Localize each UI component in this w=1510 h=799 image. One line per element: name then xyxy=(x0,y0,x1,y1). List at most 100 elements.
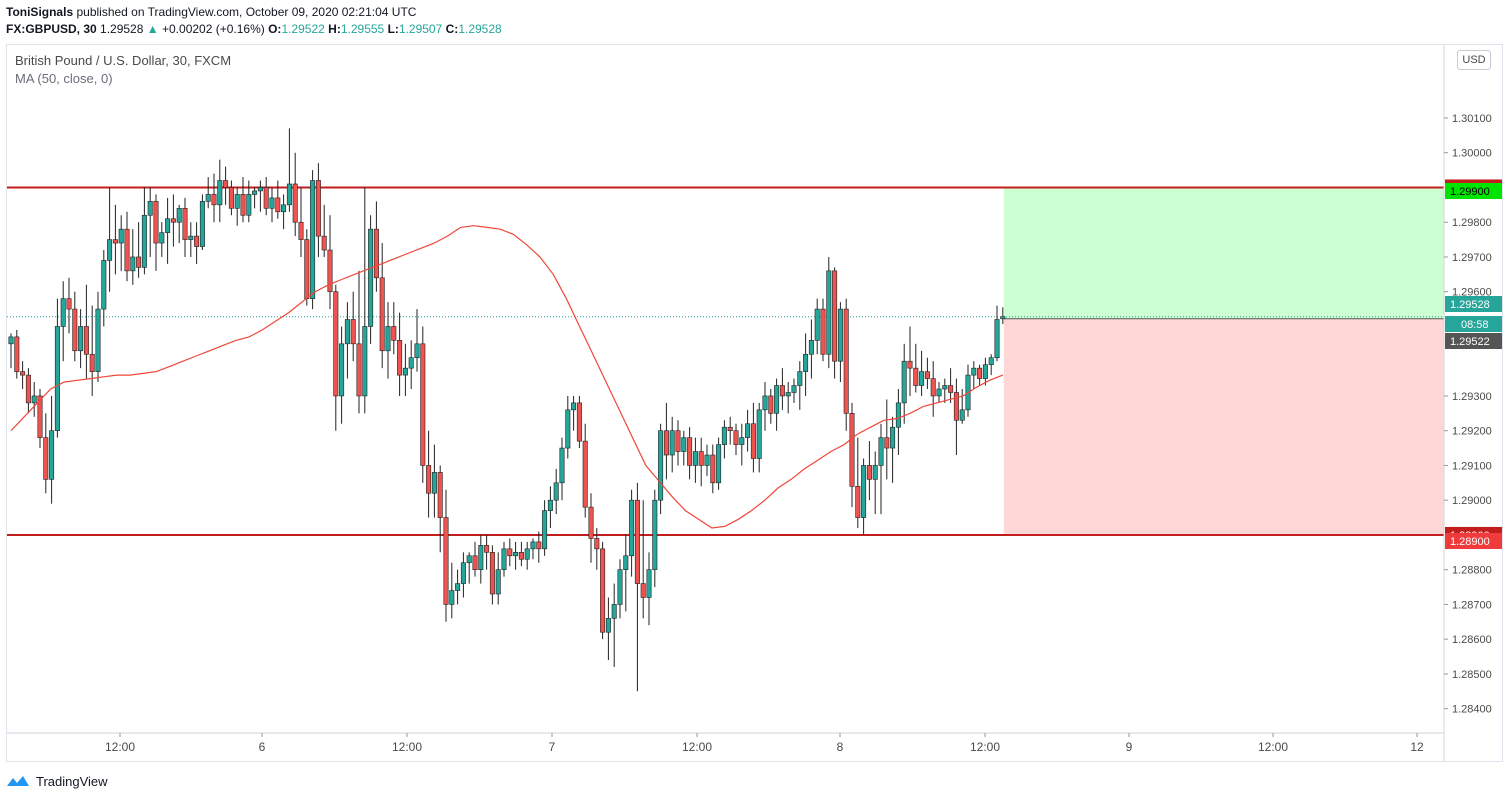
candle-body xyxy=(611,604,617,619)
candle xyxy=(652,489,658,588)
instrument-legend: British Pound / U.S. Dollar, 30, FXCM xyxy=(15,53,232,68)
candle xyxy=(547,486,553,528)
candle xyxy=(89,305,95,396)
candle xyxy=(234,187,240,226)
candle-body xyxy=(147,201,153,216)
candle-body xyxy=(286,183,292,206)
candle-body xyxy=(571,402,577,411)
candle-body xyxy=(750,423,756,459)
candle xyxy=(263,177,269,216)
author-name[interactable]: ToniSignals xyxy=(6,5,74,19)
published-text: published on TradingView.com, October 09… xyxy=(76,5,417,19)
candle-body xyxy=(14,336,20,372)
candle-body xyxy=(779,385,785,397)
candle-body xyxy=(617,569,623,605)
candle-body xyxy=(188,235,194,240)
candle-body xyxy=(547,499,553,511)
candle xyxy=(988,354,994,376)
candle-body xyxy=(66,298,72,310)
candle xyxy=(582,423,588,518)
candle-body xyxy=(107,239,113,261)
candle xyxy=(750,402,756,473)
candle xyxy=(118,215,124,271)
candle-body xyxy=(988,357,994,365)
candle xyxy=(594,527,600,570)
candle xyxy=(159,222,165,257)
candle xyxy=(808,319,814,379)
candle xyxy=(437,465,443,553)
candle-body xyxy=(797,371,803,386)
candle-body xyxy=(727,426,733,431)
candle-body xyxy=(199,201,205,247)
candle xyxy=(194,222,200,264)
candle-body xyxy=(971,367,977,376)
candle xyxy=(83,284,89,379)
target-zone xyxy=(1003,187,1444,319)
countdown-price-label: 08:58 xyxy=(1461,319,1489,331)
candle xyxy=(368,215,374,344)
candle-body xyxy=(234,194,240,209)
footer-brand[interactable]: TradingView xyxy=(36,773,108,789)
candle-body xyxy=(565,409,571,449)
tradingview-logo-icon[interactable] xyxy=(6,774,30,788)
candle-body xyxy=(884,437,890,449)
candle-body xyxy=(826,270,832,355)
candle xyxy=(443,489,449,622)
candle xyxy=(994,305,1000,362)
candle xyxy=(948,368,954,403)
candle xyxy=(982,357,988,386)
candle-body xyxy=(930,378,936,397)
price-tick-label: 1.28500 xyxy=(1452,669,1492,681)
candle-body xyxy=(623,555,629,570)
candle-body xyxy=(1000,316,1006,320)
candle-body xyxy=(901,360,907,404)
candle-body xyxy=(252,190,258,195)
low-value: 1.29507 xyxy=(398,22,443,36)
candle xyxy=(895,389,901,456)
candle-body xyxy=(582,440,588,508)
candle xyxy=(710,444,716,494)
open-price-label-bg xyxy=(1445,333,1503,349)
candle xyxy=(704,444,710,476)
candle xyxy=(385,302,391,379)
candle-body xyxy=(913,367,919,386)
high-label: H: xyxy=(328,22,341,36)
price-axis: 1.28400 1.28500 1.28600 1.28700 1.28800 1.290… xyxy=(1443,45,1492,762)
candle-body xyxy=(257,187,263,192)
candle-body xyxy=(379,277,385,352)
candle xyxy=(959,389,965,424)
candle-body xyxy=(559,447,565,484)
candle xyxy=(530,538,536,560)
candle xyxy=(907,326,913,396)
candle xyxy=(252,187,258,209)
candle xyxy=(391,302,397,355)
candle-body xyxy=(153,201,159,244)
candle-body xyxy=(327,249,333,293)
candle-body xyxy=(774,385,780,414)
candle-body xyxy=(356,343,362,397)
candle-body xyxy=(228,187,234,209)
currency-button[interactable]: USD xyxy=(1457,50,1491,70)
candle-body xyxy=(368,228,374,327)
candle-body xyxy=(832,270,838,362)
candle xyxy=(449,562,455,619)
candle xyxy=(321,204,327,257)
candle xyxy=(913,343,919,393)
candle-body xyxy=(402,367,408,376)
time-tick-label: 12 xyxy=(1410,740,1424,754)
candle-body xyxy=(240,194,246,216)
candle xyxy=(837,302,843,383)
candle xyxy=(78,309,84,369)
price-tick-label: 1.29600 xyxy=(1452,287,1492,299)
indicator-legend[interactable]: MA (50, close, 0) xyxy=(15,71,113,86)
candle-body xyxy=(756,409,762,459)
last-price: 1.29528 xyxy=(100,22,144,36)
candle xyxy=(779,368,785,410)
candle-body xyxy=(72,308,78,352)
candle xyxy=(681,430,687,466)
time-tick-label: 7 xyxy=(549,740,556,754)
candle-body xyxy=(414,343,420,359)
candle-body xyxy=(803,353,809,372)
candle-body xyxy=(716,444,722,484)
